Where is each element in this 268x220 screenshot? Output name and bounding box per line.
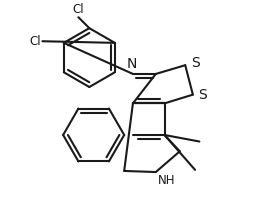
- Text: Cl: Cl: [73, 3, 84, 16]
- Text: NH: NH: [158, 174, 176, 187]
- Text: Cl: Cl: [30, 35, 41, 48]
- Text: S: S: [198, 88, 207, 102]
- Text: N: N: [127, 57, 137, 71]
- Text: S: S: [191, 56, 199, 70]
